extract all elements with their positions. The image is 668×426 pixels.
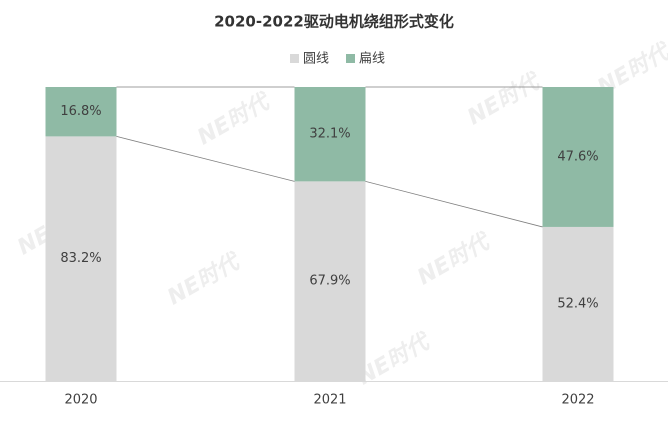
data-label: 52.4% bbox=[557, 296, 598, 311]
legend-swatch bbox=[346, 54, 355, 63]
bar-segment bbox=[45, 87, 117, 137]
data-label: 83.2% bbox=[60, 251, 101, 266]
series-line bbox=[116, 136, 295, 182]
watermark: NE时代 bbox=[414, 229, 496, 291]
data-label: 32.1% bbox=[309, 127, 350, 142]
watermark: NE时代 bbox=[464, 69, 546, 131]
data-label: 47.6% bbox=[557, 149, 598, 164]
series-line bbox=[365, 180, 543, 228]
x-tick-label: 2022 bbox=[561, 393, 594, 408]
watermark: NE时代 bbox=[194, 89, 276, 151]
legend-label: 圆线 bbox=[303, 52, 329, 67]
x-tick-label: 2020 bbox=[64, 393, 97, 408]
watermark: NE时代 bbox=[164, 249, 246, 311]
legend-swatch bbox=[290, 54, 299, 63]
data-label: 16.8% bbox=[60, 104, 101, 119]
bar-segment bbox=[294, 87, 366, 182]
chart-title: 2020-2022驱动电机绕组形式变化 bbox=[214, 13, 454, 31]
bar-segment bbox=[542, 87, 614, 227]
x-tick-label: 2021 bbox=[313, 393, 346, 408]
bar-segment bbox=[45, 136, 117, 381]
bar-segment bbox=[542, 226, 614, 381]
legend-label: 扁线 bbox=[359, 52, 385, 67]
bar-segment bbox=[294, 181, 366, 381]
data-label: 67.9% bbox=[309, 274, 350, 289]
